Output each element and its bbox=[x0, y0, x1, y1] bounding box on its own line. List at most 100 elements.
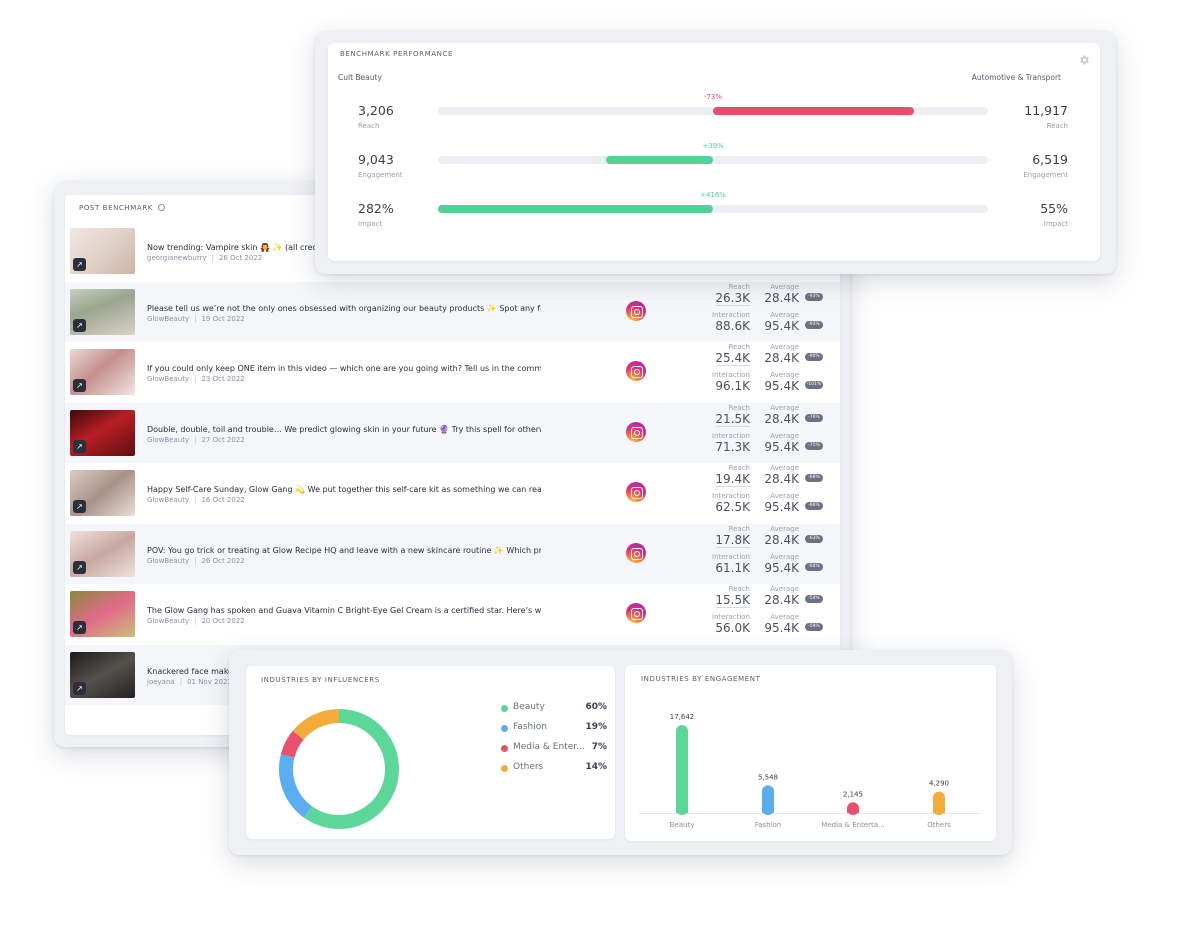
left-metric-label: Impact bbox=[358, 220, 383, 228]
reach-label: Reach bbox=[728, 464, 750, 472]
right-brand: Automotive & Transport bbox=[971, 73, 1061, 82]
instagram-icon[interactable] bbox=[626, 422, 646, 442]
post-caption: If you could only keep ONE item in this … bbox=[147, 364, 541, 373]
post-author[interactable]: GlowBeauty bbox=[147, 436, 190, 444]
reach-average-value: 28.4K bbox=[764, 472, 799, 486]
legend-item[interactable]: Beauty 60% bbox=[501, 702, 607, 716]
average-label: Average bbox=[770, 404, 799, 412]
post-thumbnail[interactable]: ↗ bbox=[70, 349, 135, 395]
bar-beauty[interactable] bbox=[676, 725, 688, 815]
right-metric-label: Impact bbox=[1043, 220, 1068, 228]
reach-underline bbox=[716, 305, 750, 306]
bar-media-enterta[interactable] bbox=[847, 802, 859, 815]
post-author[interactable]: joeyana bbox=[147, 678, 175, 686]
post-author[interactable]: GlowBeauty bbox=[147, 496, 190, 504]
right-metric-value: 11,917 bbox=[1024, 103, 1068, 118]
instagram-icon[interactable] bbox=[626, 603, 646, 623]
post-author[interactable]: GlowBeauty bbox=[147, 375, 190, 383]
reach-average-value: 28.4K bbox=[764, 593, 799, 607]
meta-separator: | bbox=[194, 557, 197, 565]
post-meta: joeyana | 01 Nov 2022 bbox=[147, 678, 232, 686]
external-link-icon[interactable]: ↗ bbox=[73, 379, 86, 392]
interaction-average-value: 95.4K bbox=[764, 319, 799, 333]
post-author[interactable]: georgianewburry bbox=[147, 254, 207, 262]
average-label: Average bbox=[770, 492, 799, 500]
interaction-label: Interaction bbox=[712, 613, 750, 621]
post-date: 16 Oct 2022 bbox=[201, 496, 245, 504]
post-row[interactable]: ↗ Please tell us we’re not the only ones … bbox=[65, 282, 840, 342]
benchmark-track bbox=[438, 205, 988, 213]
post-caption: The Glow Gang has spoken and Guava Vitam… bbox=[147, 606, 541, 615]
post-row[interactable]: ↗ Happy Self-Care Sunday, Glow Gang 💫 We … bbox=[65, 463, 840, 523]
interaction-value: 56.0K bbox=[715, 621, 750, 635]
post-author[interactable]: GlowBeauty bbox=[147, 617, 190, 625]
bar-category-label: Others bbox=[927, 821, 951, 829]
post-thumbnail[interactable]: ↗ bbox=[70, 228, 135, 274]
post-caption: Knackered face make bbox=[147, 667, 234, 676]
reach-value: 25.4K bbox=[715, 351, 750, 365]
info-icon[interactable] bbox=[157, 204, 165, 211]
external-link-icon[interactable]: ↗ bbox=[73, 440, 86, 453]
average-label: Average bbox=[770, 585, 799, 593]
post-author[interactable]: GlowBeauty bbox=[147, 557, 190, 565]
external-link-icon[interactable]: ↗ bbox=[73, 319, 86, 332]
post-row[interactable]: ↗ If you could only keep ONE item in this… bbox=[65, 342, 840, 402]
legend-percent: 19% bbox=[585, 722, 607, 732]
reach-label: Reach bbox=[728, 525, 750, 533]
instagram-icon[interactable] bbox=[626, 301, 646, 321]
legend-item[interactable]: Fashion 19% bbox=[501, 722, 607, 736]
reach-change-badge: -63% bbox=[805, 535, 823, 543]
instagram-icon[interactable] bbox=[626, 543, 646, 563]
post-thumbnail[interactable]: ↗ bbox=[70, 410, 135, 456]
post-thumbnail[interactable]: ↗ bbox=[70, 591, 135, 637]
average-label: Average bbox=[770, 613, 799, 621]
post-thumbnail[interactable]: ↗ bbox=[70, 289, 135, 335]
post-row[interactable]: ↗ Double, double, toil and trouble… We pr… bbox=[65, 403, 840, 463]
interaction-change-badge: -93% bbox=[805, 321, 823, 329]
benchmark-change: +39% bbox=[702, 142, 724, 150]
external-link-icon[interactable]: ↗ bbox=[73, 682, 86, 695]
legend-percent: 7% bbox=[591, 742, 607, 752]
reach-average-value: 28.4K bbox=[764, 351, 799, 365]
donut-slice[interactable] bbox=[292, 709, 340, 740]
external-link-icon[interactable]: ↗ bbox=[73, 500, 86, 513]
donut-slice[interactable] bbox=[280, 730, 304, 758]
post-thumbnail[interactable]: ↗ bbox=[70, 470, 135, 516]
average-label: Average bbox=[770, 343, 799, 351]
reach-underline bbox=[716, 547, 750, 548]
bar-fashion[interactable] bbox=[762, 785, 774, 815]
interaction-change-badge: -64% bbox=[805, 563, 823, 571]
external-link-icon[interactable]: ↗ bbox=[73, 561, 86, 574]
reach-value: 21.5K bbox=[715, 412, 750, 426]
donut-slice[interactable] bbox=[279, 754, 313, 818]
interaction-label: Interaction bbox=[712, 371, 750, 379]
external-link-icon[interactable]: ↗ bbox=[73, 621, 86, 634]
post-thumbnail[interactable]: ↗ bbox=[70, 531, 135, 577]
donut-slice[interactable] bbox=[303, 709, 399, 829]
post-author[interactable]: GlowBeauty bbox=[147, 315, 190, 323]
legend-name: Beauty bbox=[513, 702, 545, 712]
interaction-label: Interaction bbox=[712, 492, 750, 500]
reach-label: Reach bbox=[728, 404, 750, 412]
post-row[interactable]: ↗ POV: You go trick or treating at Glow R… bbox=[65, 524, 840, 584]
industries-influencers-title: INDUSTRIES BY INFLUENCERS bbox=[261, 676, 380, 684]
gear-icon[interactable] bbox=[1078, 54, 1090, 66]
bar-base-fill bbox=[933, 809, 945, 813]
legend-item[interactable]: Others 14% bbox=[501, 762, 607, 776]
legend-item[interactable]: Media & Enter... 7% bbox=[501, 742, 607, 756]
post-row[interactable]: ↗ The Glow Gang has spoken and Guava Vita… bbox=[65, 584, 840, 644]
post-meta: georgianewburry | 26 Oct 2022 bbox=[147, 254, 262, 262]
bar-value-label: 2,145 bbox=[843, 790, 863, 798]
right-metric-label: Engagement bbox=[1023, 171, 1068, 179]
post-meta: GlowBeauty | 27 Oct 2022 bbox=[147, 436, 245, 444]
post-thumbnail[interactable]: ↗ bbox=[70, 652, 135, 698]
instagram-icon[interactable] bbox=[626, 482, 646, 502]
average-label: Average bbox=[770, 432, 799, 440]
post-row[interactable]: ↗ Now trending: Vampire skin 🧛 ✨ (all cre… bbox=[65, 221, 840, 281]
benchmark-track bbox=[438, 107, 988, 115]
instagram-icon[interactable] bbox=[626, 361, 646, 381]
benchmark-fill-bar bbox=[606, 156, 713, 164]
external-link-icon[interactable]: ↗ bbox=[73, 258, 86, 271]
reach-underline bbox=[716, 486, 750, 487]
reach-change-badge: -54% bbox=[805, 595, 823, 603]
